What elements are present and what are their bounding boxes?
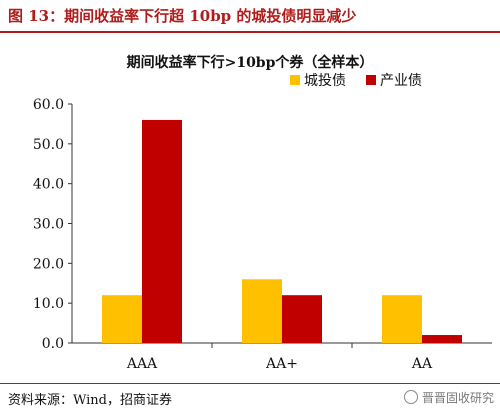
bar-chanye-aa <box>422 335 462 343</box>
y-tick-label: 60.0 <box>33 97 64 113</box>
x-tick-label: AAA <box>126 356 158 372</box>
y-tick-label: 40.0 <box>33 177 64 193</box>
bar-chengtou-aaplus <box>242 279 282 343</box>
y-tick-label: 10.0 <box>33 296 64 312</box>
x-tick-label: AA+ <box>265 356 298 372</box>
y-tick-label: 50.0 <box>33 137 64 153</box>
bar-chengtou-aaa <box>102 295 142 343</box>
y-tick-label: 20.0 <box>33 256 64 272</box>
footer-divider <box>0 383 500 384</box>
source-note: 资料来源：Wind，招商证券 <box>8 393 172 408</box>
watermark-label: 晋晋固收研究 <box>421 391 494 405</box>
legend-label: 城投债 <box>304 73 346 89</box>
bar-chanye-aaa <box>142 119 182 343</box>
x-tick-label: AA <box>411 356 433 372</box>
chart-title: 期间收益率下行>10bp个券（全样本） <box>126 55 374 71</box>
bar-chart: 0.0 10.0 20.0 30.0 40.0 50.0 60.0 AAA AA+ AA 城投债 产业… <box>33 73 492 372</box>
y-tick-label: 0.0 <box>42 336 64 352</box>
bar-chanye-aaplus <box>282 295 322 343</box>
figure-title: 图 13：期间收益率下行超 10bp 的城投债明显减少 <box>8 7 357 25</box>
legend-swatch <box>290 75 300 85</box>
watermark: 晋晋固收研究 <box>403 389 494 406</box>
figure-header: 图 13：期间收益率下行超 10bp 的城投债明显减少 <box>0 0 500 33</box>
wechat-icon <box>403 390 418 404</box>
bar-chengtou-aa <box>382 295 422 343</box>
y-tick-label: 30.0 <box>33 217 64 233</box>
legend-swatch <box>366 75 376 85</box>
legend-label: 产业债 <box>380 73 422 89</box>
